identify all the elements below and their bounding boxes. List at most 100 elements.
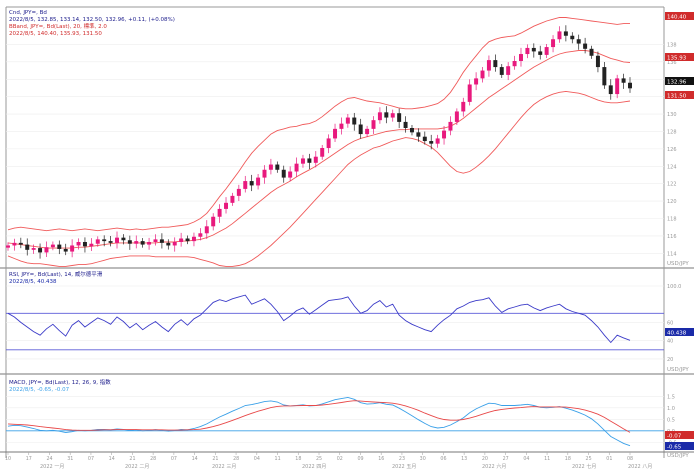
candle-body xyxy=(95,239,100,244)
candle-up xyxy=(345,113,350,128)
candle-body xyxy=(313,156,318,163)
candle-body xyxy=(236,188,241,196)
macd-legend-line-2: 2022/8/5, -0.65, -0.07 xyxy=(9,387,70,393)
candle-body xyxy=(448,121,453,131)
x-day-label: 20 xyxy=(482,456,488,462)
macd-badge-macd: -0.65 xyxy=(665,442,694,451)
x-day-label: 23 xyxy=(399,456,405,462)
candle-body xyxy=(384,112,389,118)
candle-down xyxy=(563,25,568,42)
x-day-label: 04 xyxy=(254,456,260,462)
candle-body xyxy=(191,236,196,242)
candle-up xyxy=(474,72,479,91)
candle-body xyxy=(211,216,216,227)
candle-up xyxy=(230,192,235,206)
price-tick-label: 124 xyxy=(667,164,677,170)
x-day-label: 14 xyxy=(109,456,115,462)
candle-body xyxy=(217,208,222,217)
candle-up xyxy=(6,242,10,251)
bband-middle-line xyxy=(7,50,631,249)
candle-up xyxy=(95,236,100,247)
candle-down xyxy=(307,153,312,169)
price-grid xyxy=(6,44,664,254)
candle-body xyxy=(358,124,363,135)
candle-up xyxy=(480,66,485,83)
candle-body xyxy=(583,43,588,49)
candle-body xyxy=(551,39,556,48)
candle-up xyxy=(339,117,344,135)
x-day-label: 21 xyxy=(212,456,218,462)
candle-body xyxy=(153,239,158,242)
candle-body xyxy=(300,158,305,164)
candle-up xyxy=(506,62,511,81)
candle-body xyxy=(147,241,152,245)
candle-body xyxy=(326,138,331,149)
candle-body xyxy=(602,67,607,86)
candle-down xyxy=(570,32,575,44)
candle-body xyxy=(519,54,523,61)
macd-fast-line xyxy=(7,396,631,447)
rsi-legend-line-1: RSI, JPY=, Bd(Last), 14, 威尔德平滑 xyxy=(9,270,103,278)
macd-tick-label: 0.5 xyxy=(667,417,675,423)
x-day-label: 25 xyxy=(586,456,592,462)
price-badge-last: 132.96 xyxy=(665,77,694,86)
x-day-label: 17 xyxy=(26,456,32,462)
candle-up xyxy=(326,134,331,154)
candle-body xyxy=(589,48,594,56)
candle-down xyxy=(82,237,87,253)
macd-tick-label: 1.5 xyxy=(667,394,675,400)
candle-body xyxy=(377,112,382,121)
candle-body xyxy=(416,132,421,137)
candle-body xyxy=(557,31,562,40)
candle-up xyxy=(454,108,459,125)
x-day-label: 08 xyxy=(627,456,633,462)
svg-text:40.438: 40.438 xyxy=(667,331,687,337)
macd-legend-line-1: MACD, JPY=, Bd(Last), 12, 26, 9, 指数 xyxy=(9,378,111,386)
candle-up xyxy=(448,116,453,136)
svg-text:135.93: 135.93 xyxy=(667,56,687,62)
price-legend-line-2: 2022/8/5, 132.85, 133.14, 132.50, 132.96… xyxy=(9,17,175,23)
candle-up xyxy=(204,220,209,239)
candle-body xyxy=(365,128,370,135)
candle-up xyxy=(191,232,196,247)
candle-body xyxy=(512,60,517,67)
candle-body xyxy=(307,158,312,163)
price-badge-lower: 131.50 xyxy=(665,91,694,100)
candle-body xyxy=(108,241,113,243)
candle-down xyxy=(403,116,408,133)
candle-down xyxy=(576,34,581,50)
x-month-label: 2022 三月 xyxy=(212,464,236,470)
candle-up xyxy=(461,97,466,117)
bollinger-bands xyxy=(7,17,631,267)
candle-body xyxy=(480,70,485,79)
candle-body xyxy=(345,117,350,124)
candle-down xyxy=(185,235,190,245)
x-day-label: 18 xyxy=(295,456,301,462)
macd-tick-label: 1.0 xyxy=(667,406,675,412)
bband-upper-line xyxy=(7,17,630,232)
candle-down xyxy=(166,239,171,250)
x-month-label: 2022 五月 xyxy=(392,464,416,470)
candle-body xyxy=(12,242,17,246)
x-day-label: 28 xyxy=(233,456,239,462)
candle-down xyxy=(397,108,402,129)
price-tick-label: 126 xyxy=(667,147,677,153)
candle-body xyxy=(89,243,94,247)
candle-up xyxy=(172,237,177,252)
candle-body xyxy=(506,66,511,75)
candle-up xyxy=(243,175,248,193)
x-day-label: 13 xyxy=(461,456,467,462)
candle-body xyxy=(82,241,87,247)
candle-body xyxy=(493,60,498,68)
x-day-label: 30 xyxy=(420,456,426,462)
candle-down xyxy=(409,124,414,136)
price-badge-middle: 135.93 xyxy=(665,53,694,62)
candle-up xyxy=(519,47,523,67)
candle-body xyxy=(50,244,55,248)
candle-body xyxy=(474,78,479,85)
price-tick-label: 130 xyxy=(667,112,677,118)
candle-up xyxy=(377,107,382,124)
svg-text:140.40: 140.40 xyxy=(667,15,687,21)
candle-body xyxy=(204,226,209,234)
